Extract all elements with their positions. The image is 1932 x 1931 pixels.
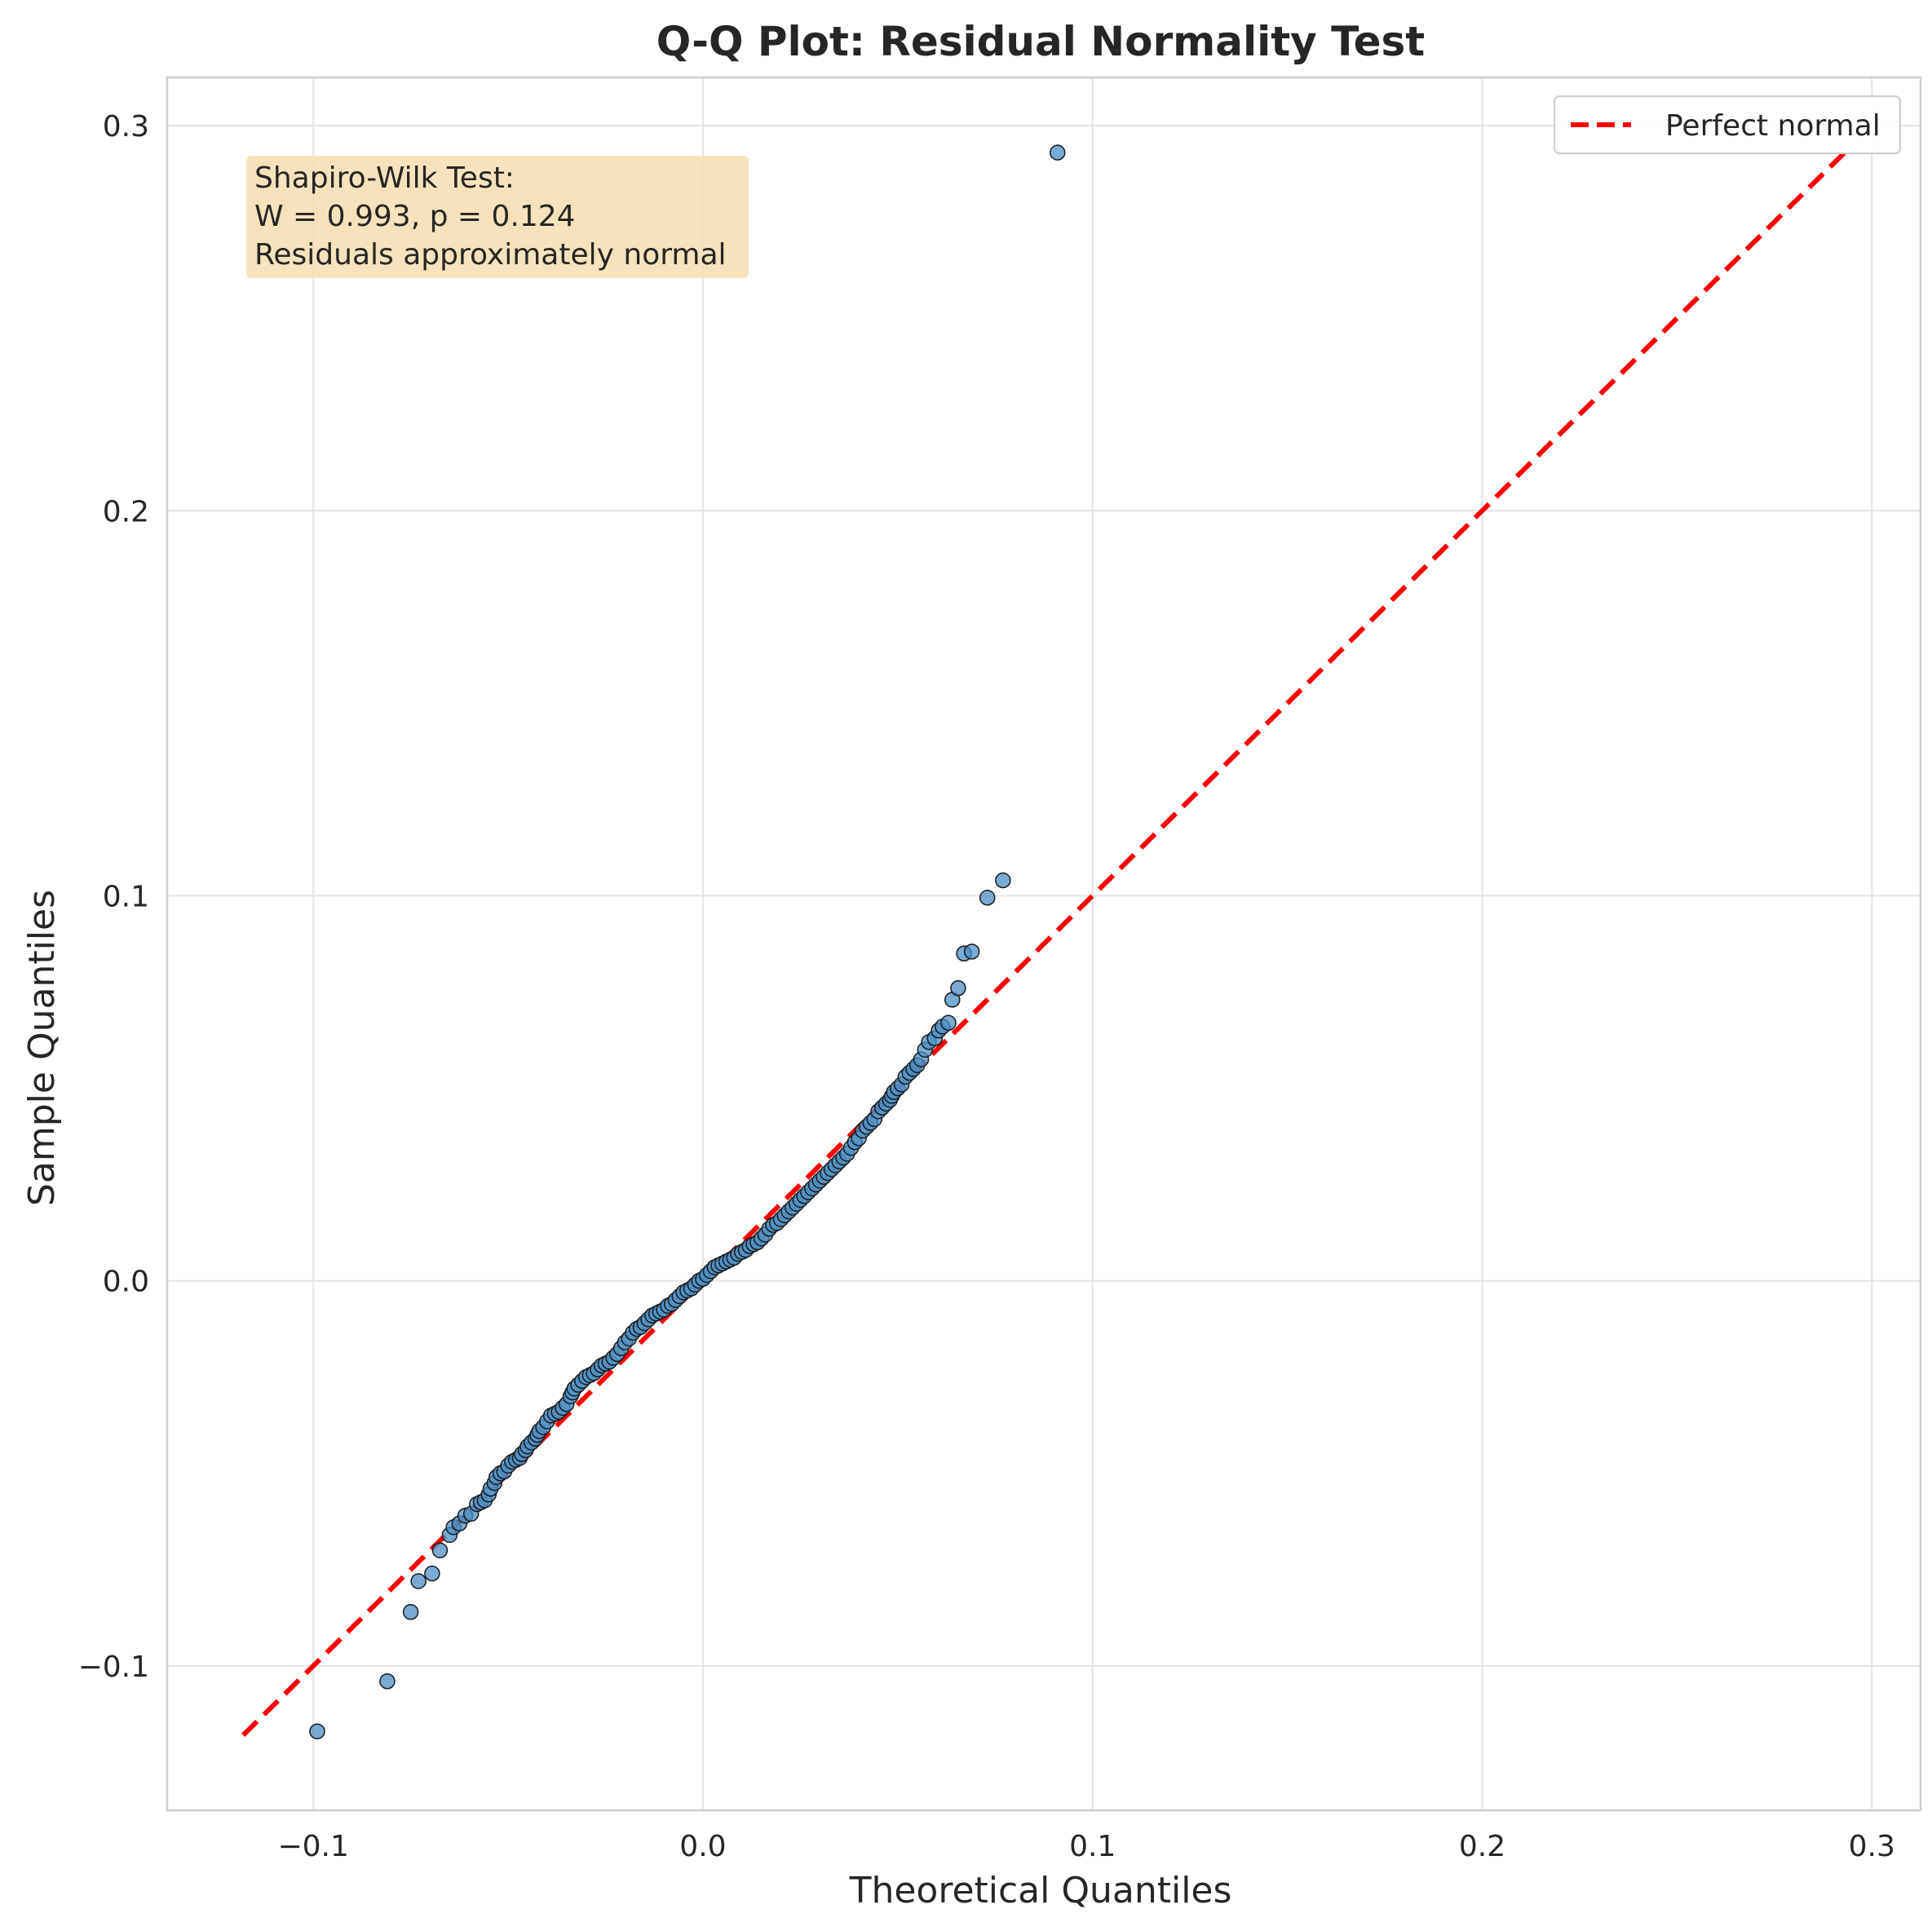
reference-line-layer: [241, 150, 1846, 1738]
grid-lines: [167, 77, 1921, 1810]
annotation-background: [246, 156, 749, 278]
y-tick-label: 0.3: [103, 110, 149, 144]
y-tick-label: 0.1: [103, 880, 149, 913]
y-tick-label: 0.2: [103, 495, 149, 528]
scatter-points: [309, 144, 1066, 1739]
data-point: [979, 890, 996, 906]
x-tick-label: 0.1: [1069, 1830, 1116, 1863]
x-axis-ticks: −0.1 0.0 0.1 0.2 0.3: [277, 1830, 1894, 1863]
annotation-line-2: W = 0.993, p = 0.124: [254, 200, 576, 233]
y-tick-label: −0.1: [78, 1650, 149, 1684]
data-point: [940, 1014, 957, 1032]
data-point: [1049, 144, 1066, 161]
annotation-line-1: Shapiro-Wilk Test:: [254, 161, 515, 195]
data-point: [309, 1723, 325, 1739]
y-axis-label: Sample Quantiles: [21, 890, 63, 1206]
plot-area: [166, 76, 1922, 1812]
data-point: [995, 872, 1011, 889]
legend-entry-perfect-normal: Perfect normal: [1665, 109, 1881, 143]
data-point: [424, 1565, 440, 1582]
data-point: [402, 1604, 419, 1620]
data-point: [963, 943, 980, 960]
data-point: [410, 1573, 427, 1589]
x-tick-label: −0.1: [277, 1830, 348, 1863]
x-tick-label: 0.0: [679, 1830, 726, 1863]
data-point: [950, 980, 966, 996]
plot-frame: [166, 76, 1922, 1812]
y-tick-label: 0.0: [103, 1266, 149, 1299]
legend-frame: [1554, 95, 1901, 154]
annotation-line-3: Residuals approximately normal: [254, 238, 727, 272]
reference-line-perfect-normal: [241, 150, 1846, 1738]
x-tick-label: 0.2: [1459, 1830, 1505, 1863]
legend: Perfect normal: [1554, 95, 1901, 154]
annotation-box: Shapiro-Wilk Test: W = 0.993, p = 0.124 …: [246, 156, 749, 278]
y-axis-ticks: −0.1 0.0 0.1 0.2 0.3: [78, 110, 149, 1684]
x-axis-label: Theoretical Quantiles: [849, 1870, 1232, 1911]
data-point: [379, 1673, 396, 1690]
chart-title: Q-Q Plot: Residual Normality Test: [657, 18, 1425, 65]
x-tick-label: 0.3: [1849, 1830, 1895, 1863]
data-point: [431, 1542, 449, 1558]
